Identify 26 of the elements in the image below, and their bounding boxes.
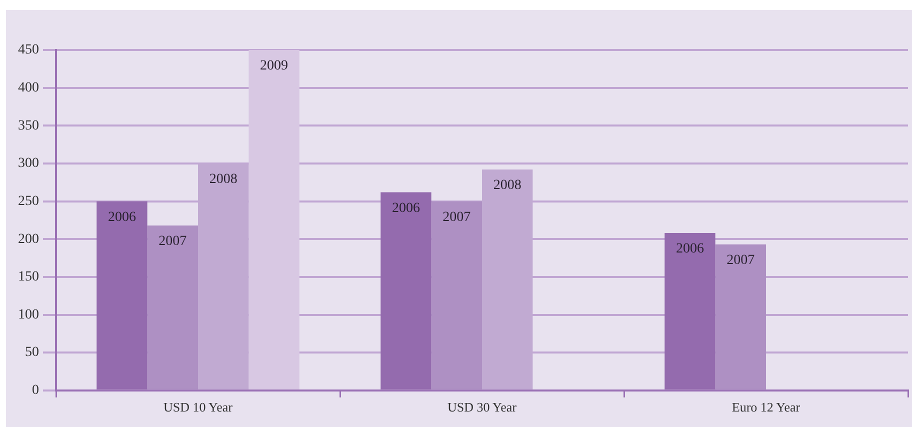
series-label: 2007 xyxy=(158,234,187,250)
bar xyxy=(248,50,300,390)
y-tick-label: 450 xyxy=(18,42,39,58)
text: 2007 xyxy=(442,210,471,225)
y-tick-label: 350 xyxy=(18,118,39,134)
text: 2007 xyxy=(726,253,755,268)
y-tick-label: 100 xyxy=(18,307,39,322)
y-tick-label: 50 xyxy=(25,345,39,360)
series-label: 2006 xyxy=(676,242,704,257)
y-tick-label: 0 xyxy=(32,383,39,398)
y-tick-label: 400 xyxy=(18,80,39,96)
bar xyxy=(431,201,482,390)
text: 2008 xyxy=(209,172,238,188)
bar xyxy=(715,244,766,390)
y-tick-label: 300 xyxy=(18,156,39,172)
x-tick-label: USD 10 Year xyxy=(164,400,234,415)
text: 2006 xyxy=(392,200,420,216)
x-tick-label: USD 30 Year xyxy=(448,400,518,415)
series-label: 2009 xyxy=(260,58,288,74)
y-tick-label: 200 xyxy=(18,232,39,247)
y-tick-label: 250 xyxy=(18,194,39,209)
bar xyxy=(147,225,198,390)
y-tick-label: 150 xyxy=(18,270,39,285)
text: 2006 xyxy=(108,210,136,225)
series-label: 2008 xyxy=(493,178,522,194)
x-tick-label: Euro 12 Year xyxy=(732,400,801,415)
